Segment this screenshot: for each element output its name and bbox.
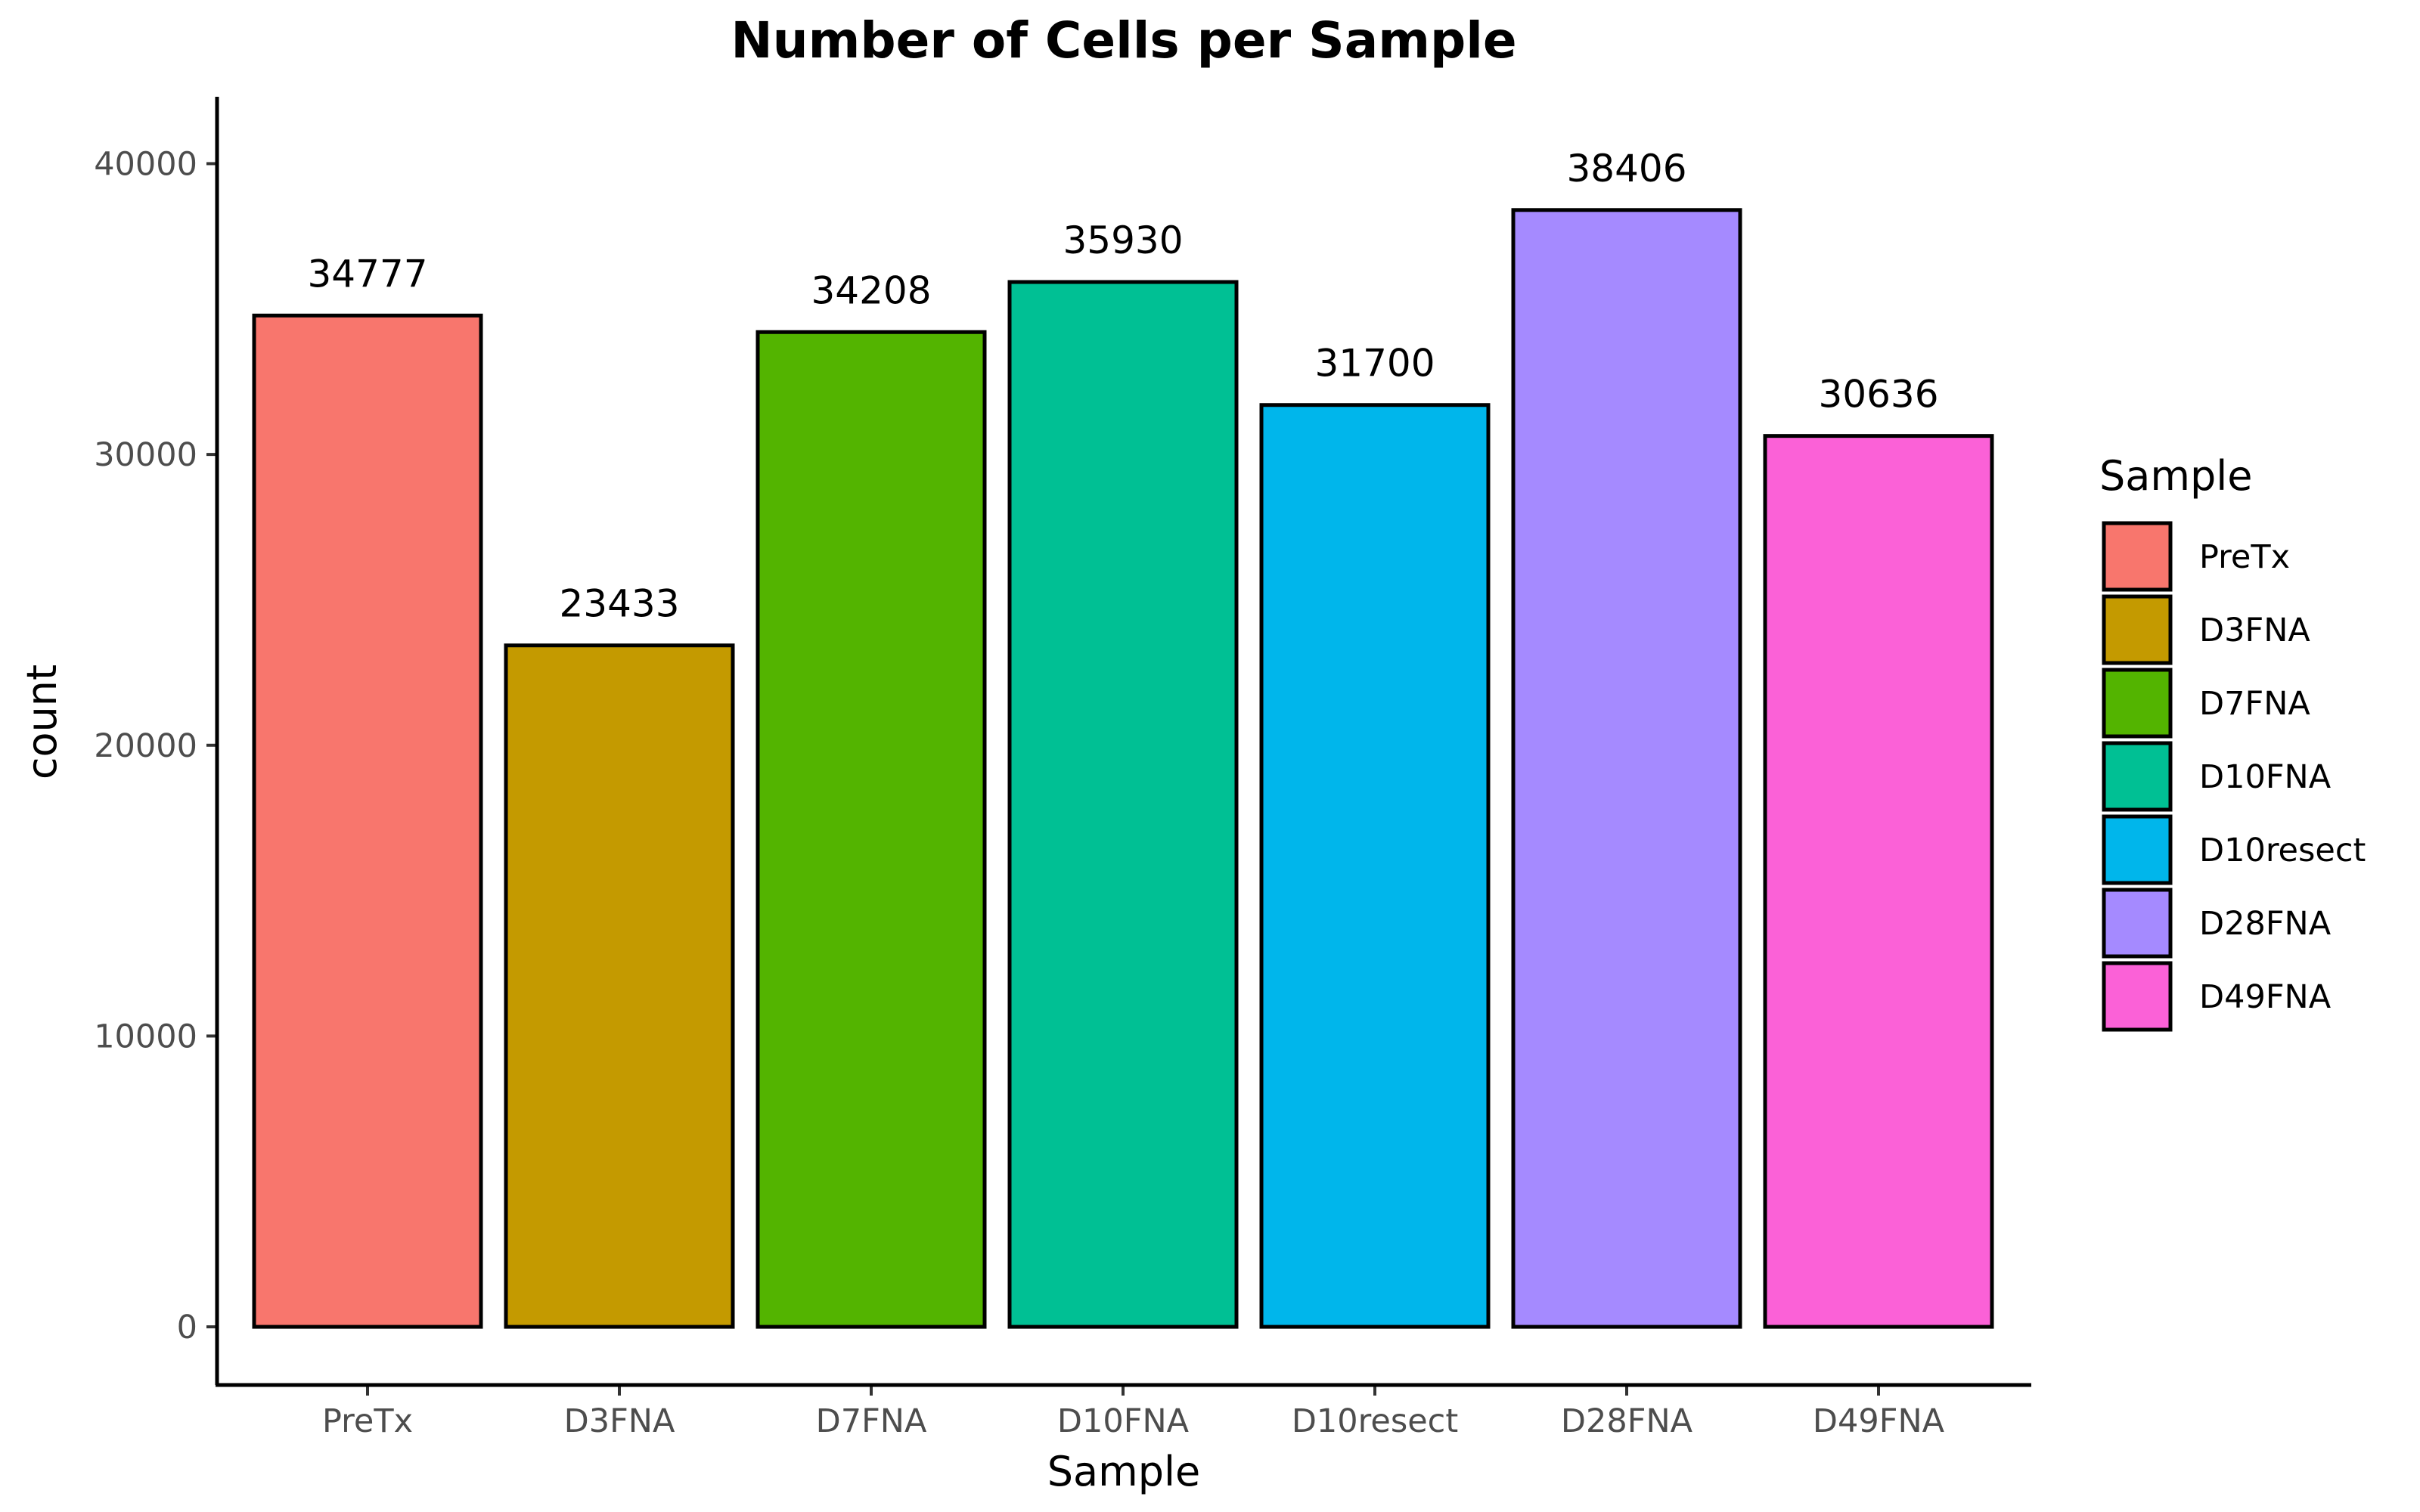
legend-label: D49FNA [2199,978,2332,1016]
data-label: 35930 [1063,218,1183,262]
legend-label: D3FNA [2199,612,2310,649]
legend-key-d10fna [2102,741,2173,812]
legend-label: PreTx [2199,538,2290,576]
data-label: 34777 [307,252,427,296]
bar-d10resect [1259,403,1491,1329]
data-label: 30636 [1818,373,1938,417]
plot-area: 0 10000 20000 30000 40000 34777 PreTx 23433 D3FN… [94,145,1994,1440]
legend-key-d3fna [2102,594,2173,665]
x-tick-label: D3FNA [564,1402,675,1440]
x-axis-title: Sample [1047,1448,1200,1495]
x-tick-label: D49FNA [1813,1402,1945,1440]
chart-title: Number of Cells per Sample [731,11,1516,70]
legend-label: D28FNA [2199,905,2332,943]
y-axis-title: count [18,665,66,779]
data-label: 34208 [811,268,931,312]
data-label: 38406 [1566,147,1686,191]
legend-key-d10resect [2102,814,2173,885]
legend-key-d49fna [2102,961,2173,1032]
x-tick-label: D28FNA [1561,1402,1693,1440]
x-tick-label: D7FNA [816,1402,927,1440]
legend-label: D10FNA [2199,758,2332,796]
x-tick-label: PreTx [322,1402,413,1440]
legend-title: Sample [2099,452,2252,500]
bar-d10fna [1007,280,1239,1329]
legend-label: D7FNA [2199,685,2310,723]
bar-d28fna [1511,208,1742,1329]
legend-key-pretx [2102,521,2173,592]
legend-key-d28fna [2102,888,2173,959]
bar-pretx [252,313,483,1329]
data-label: 23433 [559,582,679,626]
bar-d49fna [1763,434,1994,1329]
y-tick-label: 20000 [94,727,197,765]
x-tick-label: D10FNA [1057,1402,1190,1440]
y-tick-label: 40000 [94,145,197,183]
legend-key-d7fna [2102,668,2173,739]
y-tick-label: 10000 [94,1018,197,1055]
bar-d3fna [504,643,735,1329]
data-label: 31700 [1314,342,1435,386]
legend-label: D10resect [2199,832,2366,869]
y-tick-label: 0 [177,1309,197,1346]
x-tick-label: D10resect [1292,1402,1458,1440]
bar-d7fna [755,330,987,1329]
y-tick-label: 30000 [94,436,197,474]
legend: Sample PreTx D3FNA D7FNA D10FNA D10resect D28… [2099,452,2366,1032]
